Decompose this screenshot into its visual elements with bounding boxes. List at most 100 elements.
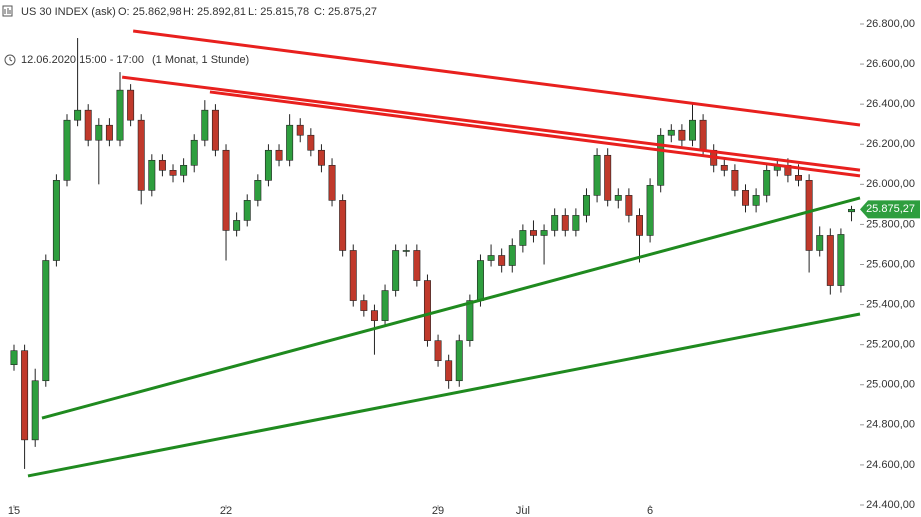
chart-icon bbox=[2, 5, 13, 17]
y-tick-label: 24.400,00 bbox=[866, 499, 915, 511]
candle-body bbox=[614, 195, 622, 201]
candle-body bbox=[307, 134, 315, 151]
y-tick-label: 25.800,00 bbox=[866, 218, 915, 230]
candle-body bbox=[848, 209, 855, 213]
y-tick-label: 25.400,00 bbox=[866, 298, 915, 310]
x-tick-label: 15 bbox=[8, 505, 20, 517]
y-tick-label: 25.600,00 bbox=[866, 258, 915, 270]
candle-body bbox=[720, 164, 728, 171]
instrument-title: US 30 INDEX (ask) bbox=[21, 6, 116, 18]
candle-body bbox=[519, 230, 527, 246]
candle-body bbox=[286, 124, 294, 161]
y-tick-label: 26.200,00 bbox=[866, 138, 915, 150]
candle-body bbox=[604, 154, 612, 201]
candle-body bbox=[137, 119, 145, 191]
y-tick-label: 25.000,00 bbox=[866, 379, 915, 391]
candle-body bbox=[392, 250, 400, 291]
ohlc-low: L: 25.815,78 bbox=[248, 6, 309, 18]
y-tick-label: 26.600,00 bbox=[866, 58, 915, 70]
x-tick-label: 22 bbox=[220, 505, 232, 517]
candle-body bbox=[10, 350, 18, 366]
range-note: (1 Monat, 1 Stunde) bbox=[152, 54, 249, 66]
candle-body bbox=[487, 255, 495, 261]
candle-body bbox=[646, 185, 654, 236]
candle-body bbox=[169, 170, 177, 176]
clock-icon bbox=[4, 54, 16, 66]
candle-body bbox=[466, 300, 474, 341]
candle-body bbox=[423, 280, 431, 341]
candle-body bbox=[742, 190, 749, 206]
candle-body bbox=[264, 149, 272, 181]
candle-body bbox=[593, 154, 601, 196]
y-tick-label: 26.800,00 bbox=[866, 18, 915, 30]
candle-body bbox=[74, 109, 82, 121]
candle-body bbox=[211, 109, 219, 151]
candle-body bbox=[805, 180, 813, 251]
ohlc-open: O: 25.862,98 bbox=[118, 6, 182, 18]
trendline bbox=[209, 90, 861, 178]
ohlc-close: C: 25.875,27 bbox=[314, 6, 377, 18]
candle-body bbox=[551, 215, 559, 231]
candle-body bbox=[296, 124, 304, 136]
candle-body bbox=[254, 180, 262, 201]
candle-body bbox=[349, 250, 357, 301]
candle-body bbox=[795, 175, 802, 181]
trendline bbox=[41, 196, 861, 420]
candle-body bbox=[731, 170, 739, 191]
y-tick-label: 25.200,00 bbox=[866, 339, 915, 351]
candle-body bbox=[21, 350, 29, 441]
x-tick-label: 6 bbox=[647, 505, 653, 517]
candle-body bbox=[339, 200, 347, 251]
candle-body bbox=[657, 134, 665, 186]
candle-body bbox=[190, 139, 198, 166]
candle-body bbox=[508, 245, 516, 266]
candle-body bbox=[52, 180, 60, 261]
candle-body bbox=[328, 164, 336, 201]
candle-body bbox=[116, 89, 124, 141]
candle-body bbox=[752, 195, 760, 206]
candle-body bbox=[180, 164, 188, 176]
candle-body bbox=[572, 215, 580, 231]
candle-body bbox=[360, 300, 368, 311]
candle-body bbox=[529, 230, 537, 236]
candle-body bbox=[625, 195, 633, 216]
y-tick-label: 24.800,00 bbox=[866, 419, 915, 431]
candle-body bbox=[498, 255, 506, 266]
candle-body bbox=[233, 220, 241, 231]
period: 12.06.2020 15:00 - 17:00 bbox=[21, 54, 144, 66]
y-tick-label: 24.600,00 bbox=[866, 459, 915, 471]
candle-body bbox=[42, 260, 50, 382]
x-tick-label: Jul bbox=[516, 505, 530, 517]
candle-body bbox=[678, 129, 686, 141]
candle-body bbox=[540, 230, 548, 236]
trendline bbox=[27, 312, 861, 478]
candle-body bbox=[31, 380, 39, 441]
last-price-label: 25.875,27 bbox=[866, 203, 915, 215]
candle-body bbox=[201, 109, 209, 141]
last-price-marker bbox=[860, 200, 920, 219]
candle-body bbox=[582, 195, 590, 216]
x-tick-label: 29 bbox=[432, 505, 444, 517]
candle-body bbox=[127, 89, 135, 121]
trendline bbox=[121, 75, 861, 172]
candle-body bbox=[413, 250, 421, 281]
trendline bbox=[132, 29, 861, 127]
candle-body bbox=[689, 119, 696, 141]
candle-body bbox=[95, 124, 103, 141]
candle-body bbox=[699, 119, 707, 151]
ohlc-high: H: 25.892,81 bbox=[183, 6, 246, 18]
candle-body bbox=[105, 124, 113, 141]
candle-body bbox=[476, 260, 484, 301]
candle-body bbox=[816, 235, 824, 251]
candle-body bbox=[402, 250, 410, 252]
candle-body bbox=[243, 200, 251, 221]
y-tick-label: 26.400,00 bbox=[866, 98, 915, 110]
candle-body bbox=[434, 340, 442, 361]
candle-body bbox=[63, 119, 71, 181]
candle-body bbox=[158, 159, 166, 171]
candle-body bbox=[275, 149, 283, 161]
candle-body bbox=[763, 170, 771, 196]
candle-body bbox=[636, 215, 643, 236]
candle-body bbox=[455, 340, 463, 382]
